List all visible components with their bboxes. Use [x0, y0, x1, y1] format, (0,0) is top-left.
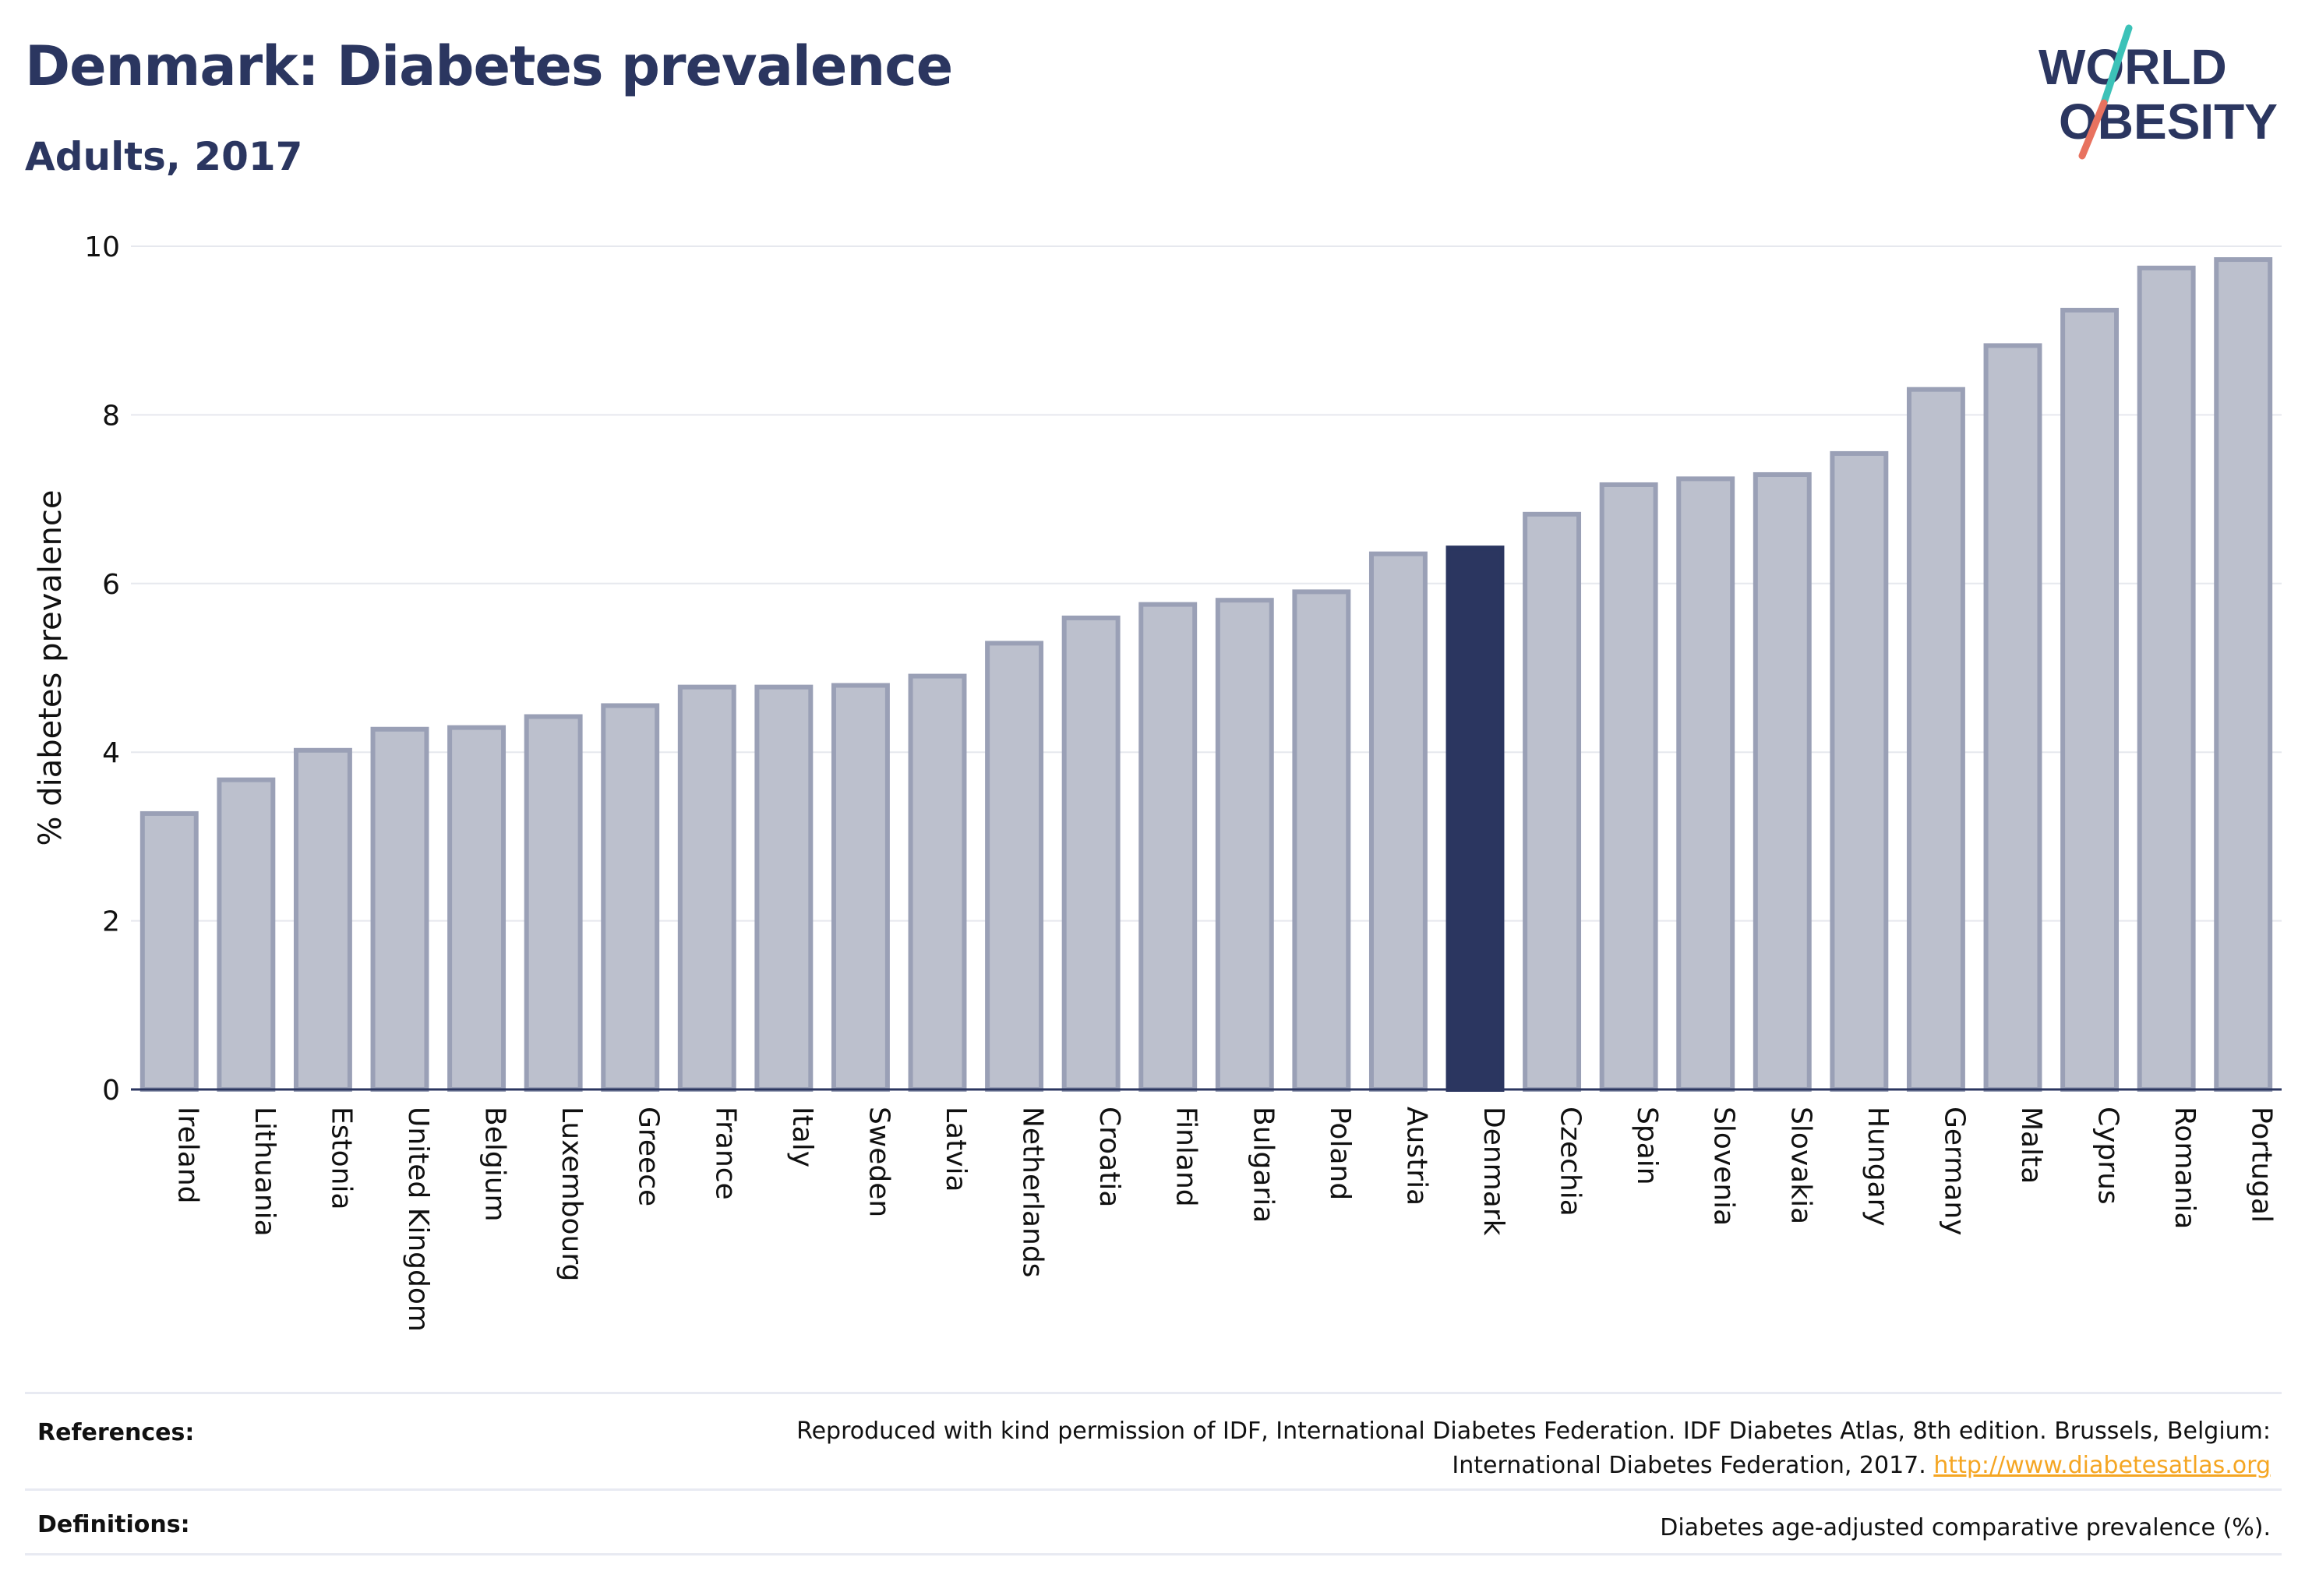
x-tick-label: Finland — [1170, 1107, 1202, 1207]
bar-slovenia — [1676, 476, 1735, 1092]
bar-cyprus — [2060, 307, 2120, 1092]
bar-estonia — [293, 747, 352, 1092]
y-tick-label: 2 — [102, 906, 120, 938]
x-tick-label: Estonia — [325, 1107, 357, 1210]
y-tick-label: 8 — [102, 400, 120, 432]
x-tick-label: Austria — [1400, 1107, 1432, 1206]
bar-austria — [1368, 551, 1428, 1092]
axes: 0 2 4 6 8 10 Ireland Lithuania Estonia United Kin… — [84, 231, 2282, 1332]
bar-czechia — [1523, 511, 1582, 1092]
x-tick-label: Netherlands — [1017, 1107, 1049, 1277]
x-tick-label: Belgium — [479, 1107, 511, 1222]
x-tick-label: Malta — [2015, 1107, 2047, 1184]
x-tick-label: Greece — [633, 1107, 665, 1206]
bar-germany — [1906, 387, 1965, 1093]
bar-chart: 0 2 4 6 8 10 Ireland Lithuania Estonia United Kin… — [33, 231, 2282, 1332]
x-tick-label: Slovakia — [1784, 1107, 1816, 1224]
y-tick-label: 10 — [84, 231, 120, 263]
x-tick-label: Latvia — [940, 1107, 972, 1192]
bar-malta — [1983, 343, 2042, 1092]
references-line-1: Reproduced with kind permission of IDF, … — [796, 1418, 2271, 1445]
bar-hungary — [1830, 450, 1889, 1092]
bar-finland — [1138, 602, 1198, 1092]
world-obesity-logo: WORLD OBESITY — [2038, 24, 2278, 160]
bar-united-kingdom — [370, 726, 429, 1092]
x-tick-label: Sweden — [863, 1107, 895, 1217]
bars — [139, 257, 2273, 1093]
x-tick-label: Poland — [1324, 1107, 1356, 1200]
y-axis-label: % diabetes prevalence — [33, 489, 69, 846]
y-tick-label: 4 — [102, 737, 120, 769]
x-tick-label: Slovenia — [1708, 1107, 1740, 1226]
definitions-label: Definitions: — [37, 1511, 190, 1538]
bar-sweden — [831, 683, 890, 1092]
x-tick-label: Hungary — [1862, 1107, 1894, 1227]
x-tick-label: France — [709, 1107, 741, 1200]
x-tick-label: Czechia — [1555, 1107, 1587, 1216]
references-line-2: International Diabetes Federation, 2017. — [1452, 1452, 1926, 1479]
x-tick-label: Spain — [1631, 1107, 1663, 1185]
bar-latvia — [908, 673, 967, 1092]
chart-subtitle: Adults, 2017 — [25, 134, 303, 179]
references-link[interactable]: http://www.diabetesatlas.org — [1933, 1452, 2271, 1479]
bar-spain — [1599, 482, 1658, 1092]
references-label: References: — [37, 1419, 195, 1446]
x-tick-label: Lithuania — [249, 1107, 281, 1237]
bar-slovakia — [1753, 471, 1812, 1092]
footer-notes: References: Reproduced with kind permiss… — [25, 1392, 2282, 1555]
bar-belgium — [447, 725, 507, 1092]
bar-ireland — [139, 810, 199, 1092]
x-tick-label: Luxembourg — [556, 1107, 588, 1281]
bar-netherlands — [985, 641, 1044, 1092]
bar-france — [677, 684, 736, 1092]
logo-slash-coral — [2078, 99, 2108, 160]
x-tick-label: United Kingdom — [402, 1107, 434, 1332]
definitions-text: Diabetes age-adjusted comparative preval… — [1660, 1514, 2271, 1541]
bar-italy — [754, 684, 814, 1092]
references-row: References: Reproduced with kind permiss… — [25, 1392, 2282, 1488]
definitions-row: Definitions: Diabetes age-adjusted compa… — [25, 1488, 2282, 1555]
x-tick-label: Portugal — [2246, 1107, 2278, 1223]
bar-poland — [1292, 589, 1351, 1092]
logo-word-world: WORLD — [2038, 39, 2227, 95]
logo-slash-teal — [2100, 24, 2133, 107]
chart-title: Denmark: Diabetes prevalence — [25, 34, 953, 98]
bar-lithuania — [217, 777, 276, 1092]
x-tick-label: Denmark — [1477, 1107, 1509, 1236]
references-text: Reproduced with kind permission of IDF, … — [796, 1414, 2282, 1483]
x-tick-label: Italy — [786, 1107, 818, 1167]
x-tick-label: Germany — [1938, 1107, 1970, 1235]
bar-portugal — [2214, 257, 2273, 1092]
x-tick-label: Romania — [2169, 1107, 2201, 1229]
y-tick-label: 0 — [102, 1075, 120, 1107]
x-tick-label: Cyprus — [2092, 1107, 2124, 1205]
bar-romania — [2137, 265, 2196, 1092]
x-tick-label: Bulgaria — [1247, 1107, 1279, 1223]
bar-bulgaria — [1215, 598, 1274, 1092]
bar-greece — [601, 703, 660, 1092]
bar-denmark — [1445, 546, 1505, 1092]
bar-croatia — [1061, 615, 1121, 1092]
x-tick-label: Ireland — [171, 1107, 203, 1204]
bar-luxembourg — [524, 714, 583, 1092]
x-tick-label: Croatia — [1093, 1107, 1125, 1207]
y-tick-label: 6 — [102, 569, 120, 601]
